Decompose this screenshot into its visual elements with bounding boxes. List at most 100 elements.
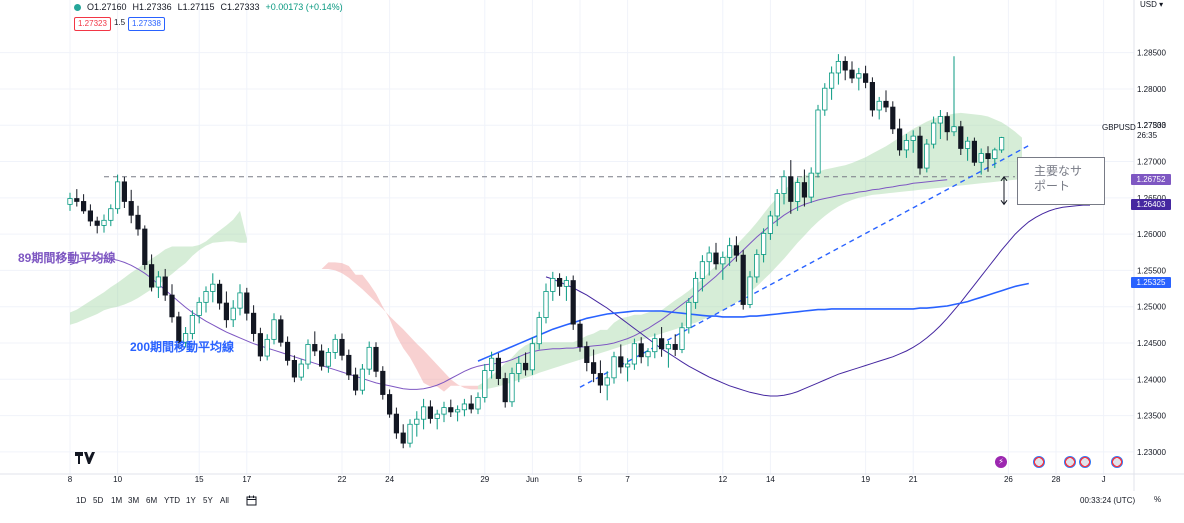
candle[interactable]	[720, 256, 726, 265]
candle[interactable]	[795, 182, 801, 202]
candle[interactable]	[162, 276, 168, 296]
candle[interactable]	[536, 317, 542, 345]
candle[interactable]	[876, 100, 882, 111]
candle[interactable]	[869, 82, 876, 111]
candle[interactable]	[883, 100, 889, 108]
candle[interactable]	[699, 261, 706, 279]
percent-toggle[interactable]: %	[1154, 495, 1162, 504]
timeframe-1m[interactable]: 1M	[111, 496, 123, 505]
candle[interactable]	[733, 245, 740, 256]
candle[interactable]	[829, 72, 835, 89]
candle[interactable]	[842, 60, 848, 71]
us-flag-icon[interactable]	[1033, 456, 1045, 468]
candle[interactable]	[386, 394, 393, 415]
candle[interactable]	[924, 143, 930, 169]
candle[interactable]	[992, 149, 998, 160]
sell-price-button[interactable]: 1.27323	[74, 17, 111, 31]
candle[interactable]	[291, 360, 298, 378]
us-flag-icon[interactable]	[1079, 456, 1091, 468]
candle[interactable]	[67, 198, 73, 205]
candle[interactable]	[414, 418, 420, 425]
candle[interactable]	[87, 210, 93, 222]
candle[interactable]	[761, 232, 767, 255]
candle[interactable]	[903, 140, 910, 151]
candle[interactable]	[108, 208, 114, 221]
candle[interactable]	[693, 277, 699, 303]
candle[interactable]	[890, 106, 896, 130]
candle[interactable]	[264, 338, 270, 357]
candle[interactable]	[223, 302, 229, 321]
candle[interactable]	[978, 153, 984, 163]
candle[interactable]	[373, 346, 379, 372]
support-annotation-box[interactable]: 主要なサ ポート	[1017, 157, 1105, 205]
candle[interactable]	[271, 319, 277, 340]
candle[interactable]	[155, 276, 161, 288]
candle[interactable]	[393, 413, 400, 434]
candle[interactable]	[278, 319, 284, 343]
candle[interactable]	[863, 73, 869, 83]
candle[interactable]	[631, 343, 638, 365]
candle[interactable]	[128, 201, 134, 216]
candle[interactable]	[910, 135, 916, 141]
candle[interactable]	[958, 126, 964, 149]
candle[interactable]	[400, 432, 406, 444]
candle[interactable]	[944, 116, 950, 133]
candle[interactable]	[523, 362, 529, 371]
candle[interactable]	[454, 409, 461, 413]
candle[interactable]	[937, 116, 944, 124]
candle[interactable]	[591, 362, 597, 374]
candle[interactable]	[250, 312, 257, 334]
timeframe-all[interactable]: All	[220, 496, 229, 505]
candle[interactable]	[951, 126, 957, 133]
candle[interactable]	[584, 346, 590, 363]
timeframe-5d[interactable]: 5D	[93, 496, 104, 505]
us-flag-icon[interactable]	[1111, 456, 1123, 468]
candle[interactable]	[434, 413, 440, 419]
candle[interactable]	[665, 344, 672, 350]
candle[interactable]	[257, 333, 264, 357]
candle[interactable]	[366, 346, 372, 370]
candle[interactable]	[230, 307, 236, 321]
candle[interactable]	[203, 291, 209, 303]
candle[interactable]	[244, 292, 250, 314]
candle[interactable]	[475, 397, 481, 410]
candle[interactable]	[897, 128, 903, 151]
timeframe-ytd[interactable]: YTD	[164, 496, 180, 505]
timeframe-1d[interactable]: 1D	[76, 496, 87, 505]
candle[interactable]	[169, 294, 175, 318]
calendar-icon[interactable]	[246, 495, 257, 506]
candle[interactable]	[495, 357, 502, 379]
candle[interactable]	[468, 403, 474, 410]
candle[interactable]	[808, 172, 814, 198]
candle[interactable]	[706, 252, 712, 263]
candle[interactable]	[788, 176, 794, 202]
tradingview-logo[interactable]	[75, 452, 95, 464]
candle[interactable]	[176, 316, 182, 343]
candle[interactable]	[740, 254, 746, 305]
buy-price-button[interactable]: 1.27338	[128, 17, 165, 31]
candle[interactable]	[917, 135, 923, 169]
candle[interactable]	[604, 377, 610, 386]
candle[interactable]	[318, 350, 325, 367]
candle[interactable]	[849, 69, 855, 79]
candle[interactable]	[502, 378, 508, 403]
candle[interactable]	[121, 181, 127, 202]
candle[interactable]	[488, 357, 495, 371]
price-axis[interactable]: 1.28500 1.28000 1.27500 1.27000 1.26500 1.260…	[1133, 0, 1166, 491]
candle[interactable]	[856, 73, 862, 79]
candle[interactable]	[359, 368, 366, 391]
candlesticks[interactable]	[67, 54, 1005, 449]
candle[interactable]	[999, 137, 1005, 151]
candle[interactable]	[625, 363, 631, 368]
candle[interactable]	[543, 291, 549, 318]
candle[interactable]	[618, 356, 624, 368]
time-axis[interactable]: 8 10 15 17 22 24 29 Jun 5 7 12 14 19 21 26 28 J	[0, 473, 1184, 484]
candle[interactable]	[115, 181, 121, 210]
candle[interactable]	[577, 323, 583, 348]
candle[interactable]	[713, 252, 719, 265]
candle[interactable]	[298, 363, 304, 378]
candle[interactable]	[312, 344, 318, 352]
candle[interactable]	[509, 373, 515, 403]
us-flag-icon[interactable]	[1064, 456, 1076, 468]
candle[interactable]	[516, 362, 522, 374]
